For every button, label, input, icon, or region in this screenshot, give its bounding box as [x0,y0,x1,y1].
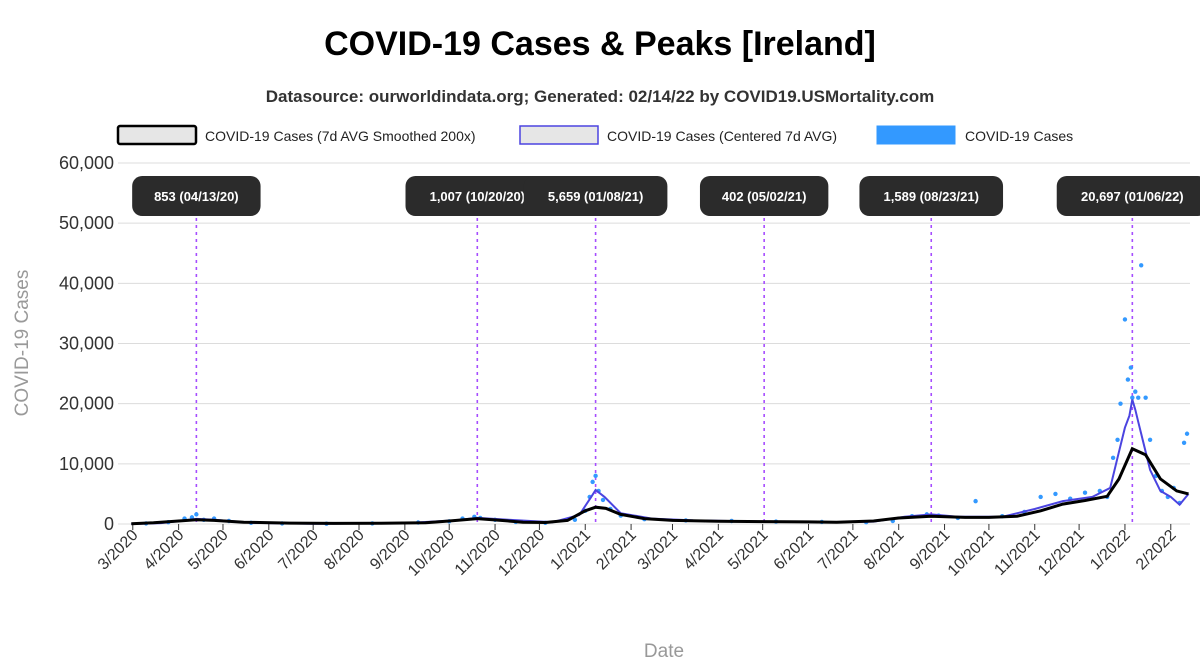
x-tick-label: 6/2021 [771,527,818,574]
x-tick-label: 2/2022 [1133,527,1180,574]
y-tick-label: 10,000 [59,454,114,474]
y-tick-label: 20,000 [59,394,114,414]
y-tick-label: 40,000 [59,273,114,293]
cases-point [600,497,606,503]
cases-point [1184,431,1190,436]
cases-point [590,479,595,485]
legend-swatch-cases [876,125,956,145]
x-tick-label: 2/2021 [593,527,640,574]
y-gridlines [118,162,1190,525]
legend-label-cases: COVID-19 Cases [965,128,1073,144]
plot-area: 0 10,000 20,000 30,000 40,000 50,000 60,000 3/… [59,153,1200,580]
peak-labels: 853 (04/13/20) 1,007 (10/20/20) 5,659 (01/… [132,176,1200,216]
x-tick-label: 7/2020 [275,527,322,574]
cases-point [1125,377,1131,382]
cases-point [1143,395,1148,400]
peak-lines [195,183,1134,524]
x-tick-label: 10/2021 [945,527,998,580]
cases-point [1053,491,1058,497]
chart-subtitle: Datasource: ourworldindata.org; Generate… [266,87,935,106]
peak-label-box [859,176,1004,216]
cases-point [1136,395,1141,400]
x-tick-label: 6/2020 [231,527,278,574]
x-tick-label: 1/2021 [547,527,594,574]
peak-label-box [132,176,261,216]
peak-label-box [1056,176,1200,216]
cases-point [1130,395,1135,400]
series-line-centered-avg [131,399,1190,525]
peak-label: 1,007 (10/20/20) [430,189,525,204]
y-tick-label: 50,000 [59,213,114,233]
peak-label: 5,659 (01/08/21) [548,189,643,204]
cases-point [1038,494,1043,500]
cases-point [1115,437,1120,442]
cases-point [1118,401,1123,406]
y-tick-label: 30,000 [59,334,114,354]
x-tick-label: 12/2021 [1035,527,1088,580]
peak-label-box [523,176,668,216]
x-tick-label: 10/2020 [405,527,458,580]
y-axis-ticks: 0 10,000 20,000 30,000 40,000 50,000 60,000 [59,153,114,534]
y-tick-label: 60,000 [59,153,114,173]
x-tick-label: 11/2020 [452,527,504,579]
x-tick-label: 3/2021 [635,527,682,574]
x-tick-label: 4/2020 [141,527,188,574]
x-tick-label: 8/2020 [321,527,368,574]
x-tick-label: 5/2021 [725,527,772,574]
peak-label: 20,697 (01/06/22) [1081,189,1184,204]
x-tick-label: 3/2020 [95,527,142,574]
cases-point [593,473,598,479]
peak-label-box [405,176,550,216]
series-line-smoothed [131,446,1189,526]
legend-swatch-smoothed [116,124,198,146]
x-tick-label: 8/2021 [861,527,908,574]
x-tick-label: 7/2021 [815,527,862,574]
cases-point [1133,389,1138,394]
cases-point [1082,490,1088,495]
legend-label-centered-avg: COVID-19 Cases (Centered 7d AVG) [607,128,837,144]
peak-label: 1,589 (08/23/21) [884,189,979,204]
x-tick-label: 5/2020 [185,527,232,574]
cases-point [194,512,199,517]
peak-label-box [699,176,829,216]
legend-swatch-centered-avg [519,125,599,145]
peak-label: 853 (04/13/20) [154,189,239,204]
peak-label: 402 (05/02/21) [722,189,807,204]
cases-point [973,498,978,504]
x-tick-label: 1/2022 [1087,527,1134,574]
cases-point [1147,437,1153,442]
cases-points [143,263,1190,526]
y-tick-label: 0 [104,514,114,534]
cases-point [1122,317,1128,322]
cases-point [1110,455,1116,461]
x-axis-title: Date [644,641,684,662]
legend-label-smoothed: COVID-19 Cases (7d AVG Smoothed 200x) [205,128,476,144]
x-tick-label: 4/2021 [681,527,728,574]
x-tick-label: 11/2021 [991,527,1043,579]
cases-point [1128,365,1134,370]
cases-point [1181,440,1187,445]
legend: COVID-19 Cases (7d AVG Smoothed 200x) CO… [116,124,1073,146]
x-tick-label: 12/2020 [495,527,548,580]
chart-title: COVID-19 Cases & Peaks [Ireland] [324,25,876,63]
cases-point [1139,263,1144,268]
y-axis-title: COVID-19 Cases [12,270,33,417]
